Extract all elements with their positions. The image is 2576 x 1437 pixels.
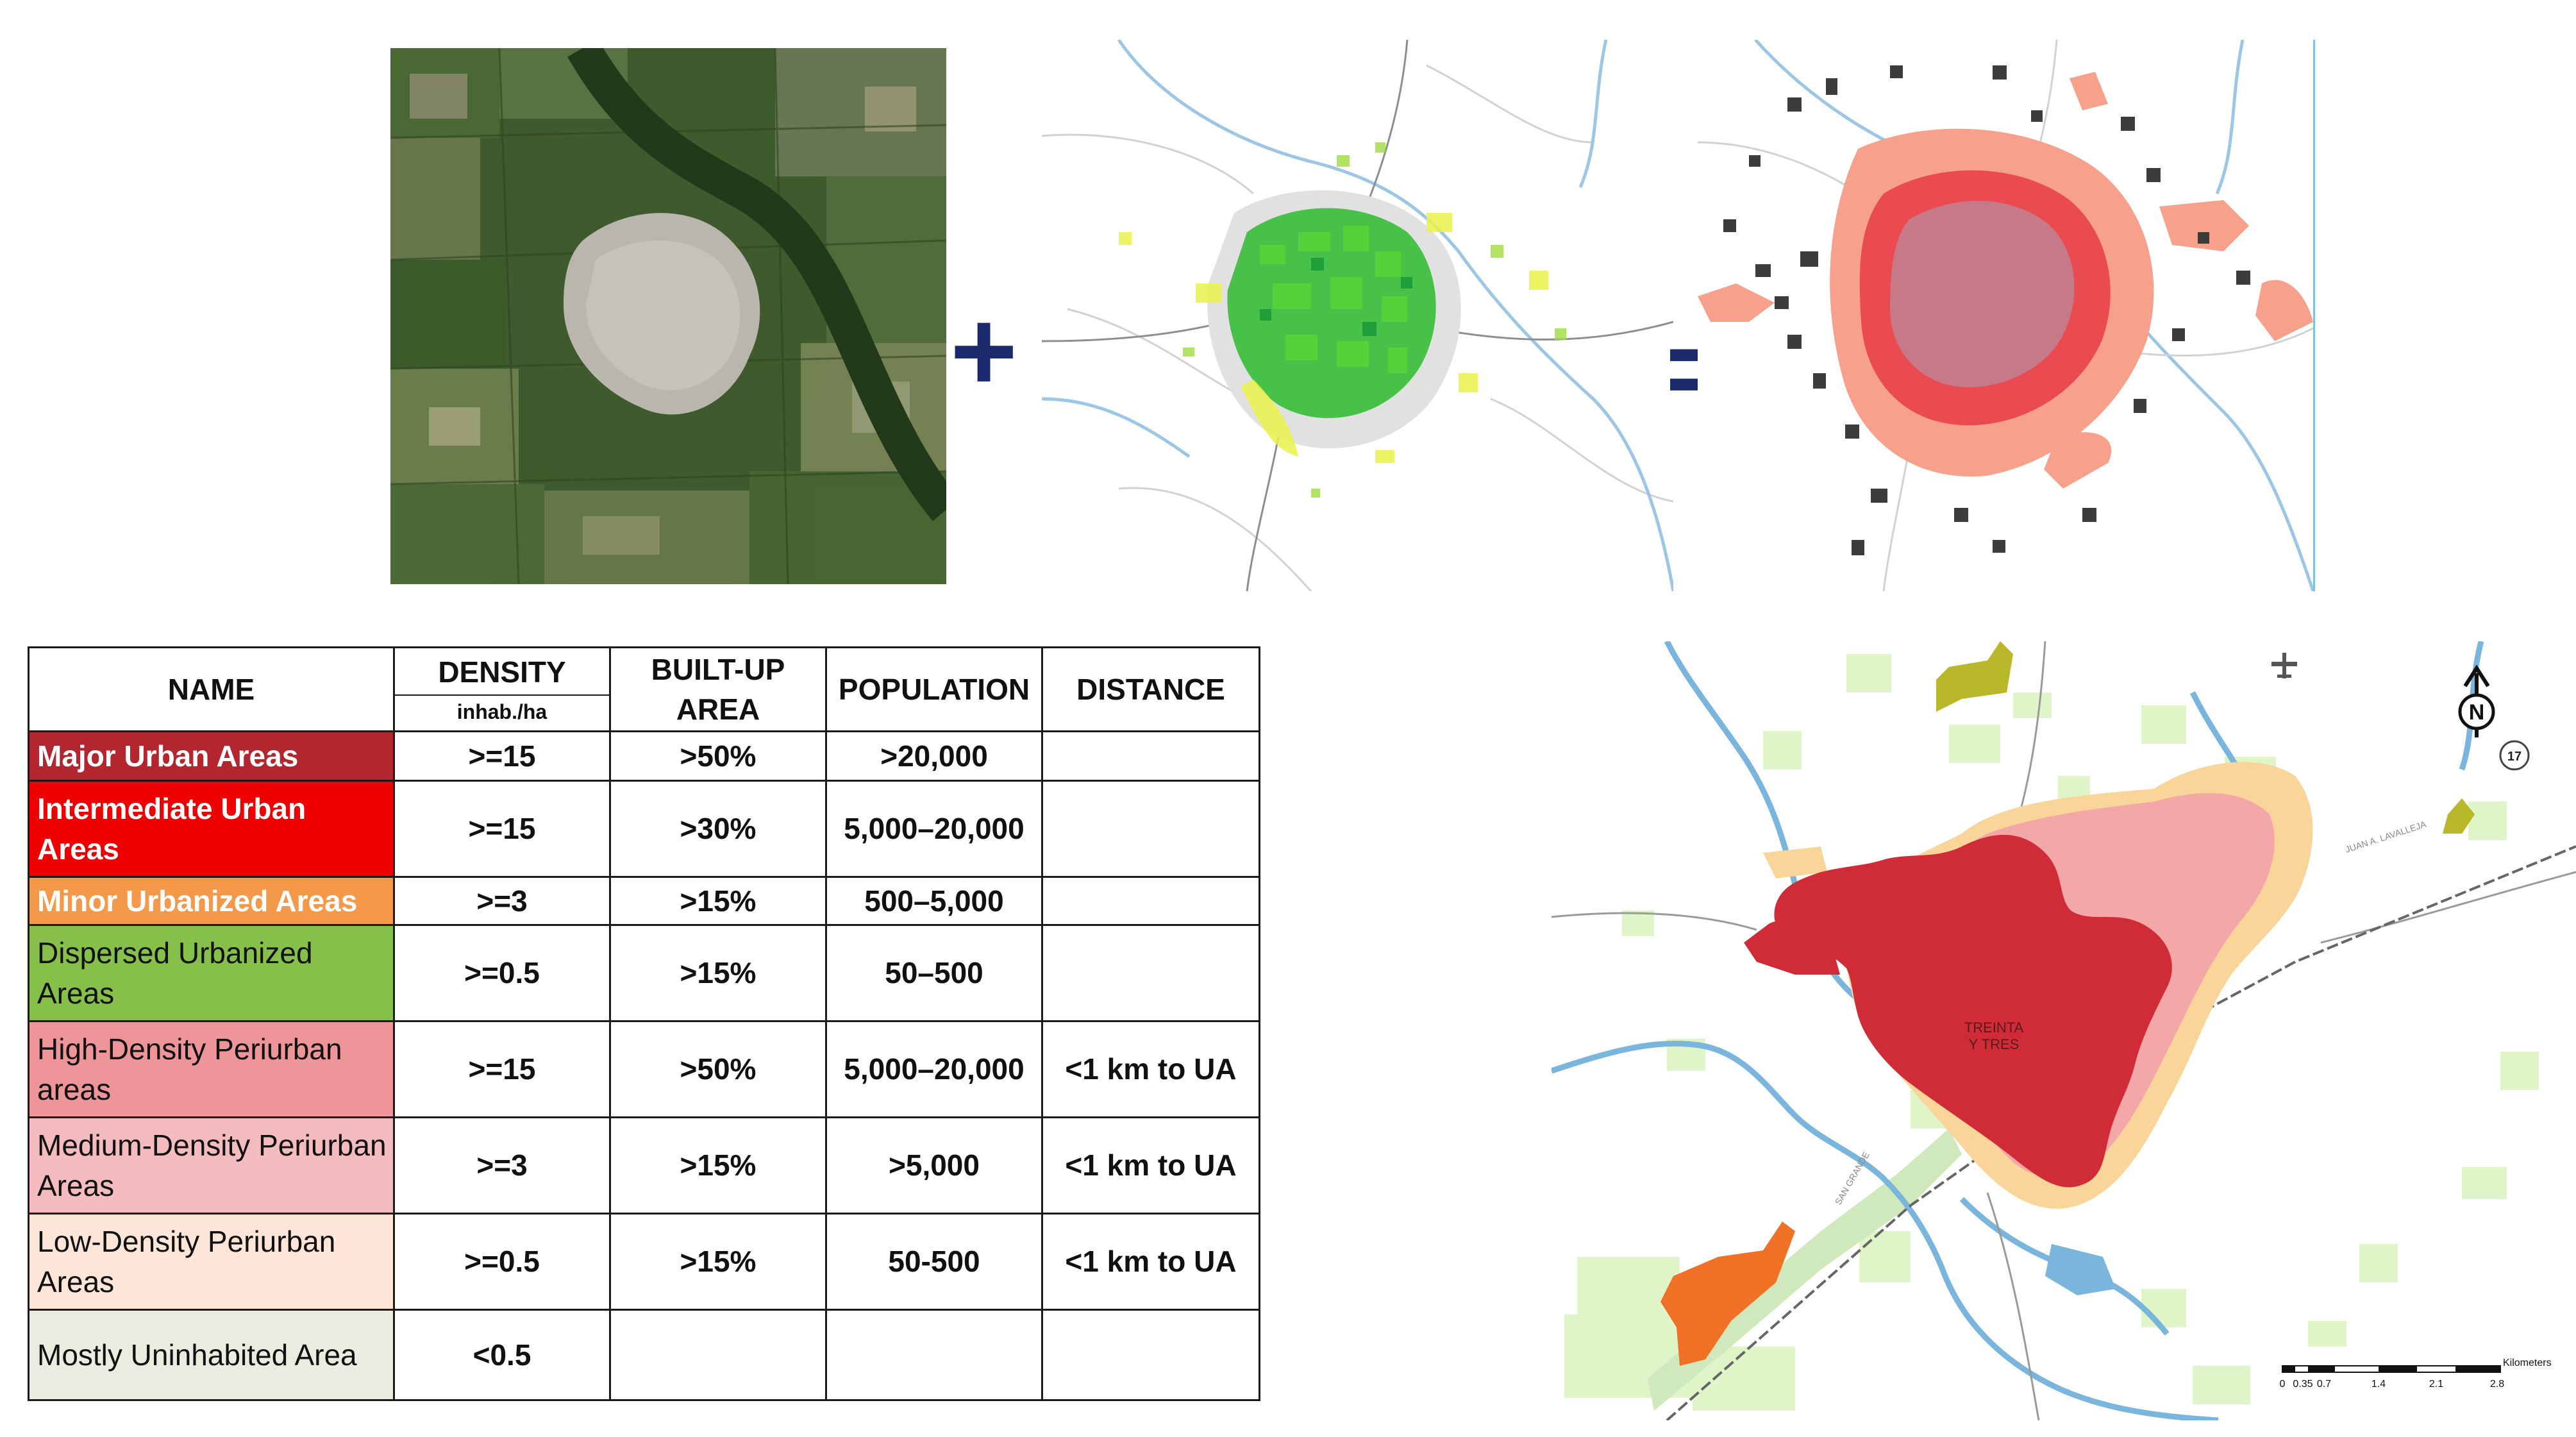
row-density-cell: >=3 [393,876,611,926]
table-row: Major Urban Areas >=15 >50% >20,000 [28,730,1260,782]
airport-icon [2271,653,2297,678]
header-density-unit: inhab./ha [395,694,609,726]
north-arrow-icon: N [2458,664,2495,737]
row-population-cell: >5,000 [825,1116,1043,1214]
header-density: DENSITY inhab./ha [393,646,611,732]
row-distance-cell [1041,876,1260,926]
row-population-cell: 5,000–20,000 [825,1020,1043,1118]
street-label-1: JUAN A. LAVALLEJA [2344,819,2428,855]
header-name: NAME [28,646,395,732]
classification-table: NAME DENSITY inhab./ha BUILT-UP AREA POP… [28,646,1260,1401]
row-builtup-cell: >50% [609,730,827,782]
table-row: Medium-Density Periurban Areas >=3 >15% … [28,1116,1260,1214]
row-distance-cell: <1 km to UA [1041,1020,1260,1118]
row-builtup-cell: >50% [609,1020,827,1118]
row-population-cell: 5,000–20,000 [825,780,1043,878]
row-builtup-cell: >30% [609,780,827,878]
scale-tick: 0.35 [2293,1379,2313,1390]
row-distance-cell: <1 km to UA [1041,1213,1260,1311]
header-population: POPULATION [825,646,1043,732]
classified-result-map [1698,40,2315,591]
row-density-cell: >=3 [393,1116,611,1214]
classified-city-map: TREINTA Y TRES JUAN A. LAVALLEJA SAN GRA… [1551,641,2576,1420]
row-distance-cell [1041,730,1260,782]
row-density-cell: >=0.5 [393,924,611,1022]
row-builtup-cell: >15% [609,924,827,1022]
header-distance: DISTANCE [1041,646,1260,732]
road-shield-icon: 17 [2499,740,2530,771]
row-builtup-cell: >15% [609,1116,827,1214]
row-name-cell: Medium-Density Periurban Areas [28,1116,395,1214]
row-density-cell: <0.5 [393,1309,611,1401]
scale-unit: Kilometers [2503,1357,2552,1368]
scale-tick: 0 [2280,1379,2286,1390]
road-shield-label: 17 [2507,750,2522,764]
row-population-cell: >20,000 [825,730,1043,782]
row-density-cell: >=0.5 [393,1213,611,1311]
header-density-label: DENSITY [438,655,566,689]
north-label: N [2469,700,2485,725]
table-header-row: NAME DENSITY inhab./ha BUILT-UP AREA POP… [28,646,1260,732]
row-name-cell: Low-Density Periurban Areas [28,1213,395,1311]
row-builtup-cell [609,1309,827,1401]
scale-bar: Kilometers 0 0.35 0.7 1.4 2.1 2.8 [2280,1357,2552,1390]
row-builtup-cell: >15% [609,876,827,926]
scale-tick: 1.4 [2371,1379,2386,1390]
row-density-cell: >=15 [393,780,611,878]
row-density-cell: >=15 [393,1020,611,1118]
table-row: Low-Density Periurban Areas >=0.5 >15% 5… [28,1213,1260,1311]
row-population-cell: 50-500 [825,1213,1043,1311]
header-builtup: BUILT-UP AREA [609,646,827,732]
row-name-cell: High-Density Periurban areas [28,1020,395,1118]
plus-operator: + [950,287,1018,416]
table-row: Intermediate Urban Areas >=15 >30% 5,000… [28,780,1260,878]
row-distance-cell: <1 km to UA [1041,1116,1260,1214]
row-population-cell: 50–500 [825,924,1043,1022]
table-row: Dispersed Urbanized Areas >=0.5 >15% 50–… [28,924,1260,1022]
city-label-line2: Y TRES [1969,1036,2020,1052]
row-name-cell: Mostly Uninhabited Area [28,1309,395,1401]
row-population-cell: 500–5,000 [825,876,1043,926]
row-name-cell: Major Urban Areas [28,730,395,782]
row-name-cell: Dispersed Urbanized Areas [28,924,395,1022]
row-name-cell: Intermediate Urban Areas [28,780,395,878]
table-row: High-Density Periurban areas >=15 >50% 5… [28,1020,1260,1118]
row-builtup-cell: >15% [609,1213,827,1311]
row-density-cell: >=15 [393,730,611,782]
satellite-image [390,48,946,584]
row-distance-cell [1041,1309,1260,1401]
row-name-cell: Minor Urbanized Areas [28,876,395,926]
table-row: Minor Urbanized Areas >=3 >15% 500–5,000 [28,876,1260,926]
scale-tick: 2.1 [2429,1379,2443,1390]
row-distance-cell [1041,780,1260,878]
table-row: Mostly Uninhabited Area <0.5 [28,1309,1260,1401]
scale-tick: 0.7 [2317,1379,2331,1390]
building-footprint-map [1042,40,1673,591]
row-distance-cell [1041,924,1260,1022]
city-label-line1: TREINTA [1964,1020,2024,1036]
row-population-cell [825,1309,1043,1401]
scale-tick: 2.8 [2490,1379,2504,1390]
